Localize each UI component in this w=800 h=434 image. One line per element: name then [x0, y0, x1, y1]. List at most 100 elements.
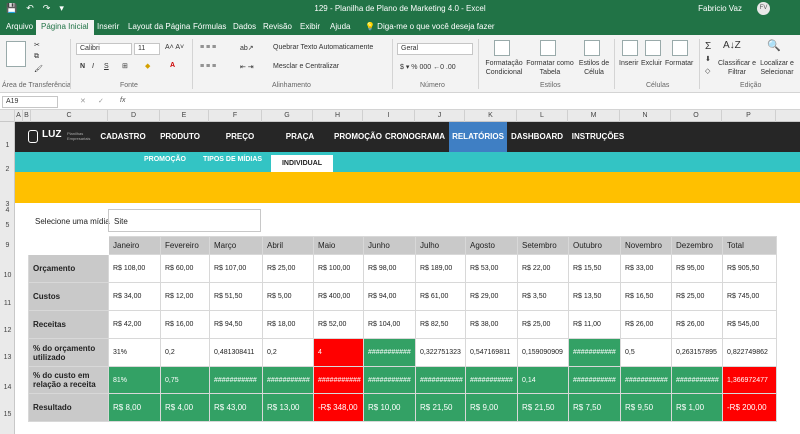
function-icon[interactable]: fx — [120, 97, 126, 104]
sort-filter-icon[interactable]: A↓Z — [723, 40, 741, 51]
total-header[interactable]: Total — [722, 236, 777, 255]
fill-color-icon[interactable]: ◆ — [145, 63, 151, 70]
row-label[interactable]: % do custo em relação a receita — [28, 366, 109, 394]
col-header-h[interactable]: H — [313, 110, 363, 122]
font-name-select[interactable]: Calibri — [76, 43, 132, 55]
enter-icon[interactable]: ✓ — [98, 98, 104, 105]
table-cell[interactable]: 0,822749862 — [722, 338, 777, 367]
col-header-a[interactable]: A — [15, 110, 23, 122]
nav-praca[interactable]: PRAÇA — [285, 132, 315, 141]
row-label[interactable]: Resultado — [28, 393, 109, 422]
tab-arquivo[interactable]: Arquivo — [6, 22, 34, 31]
row-header[interactable]: 1 — [5, 142, 10, 149]
table-cell[interactable]: R$ 34,00 — [108, 282, 161, 311]
table-cell[interactable]: 1,366972477 — [722, 366, 777, 394]
table-cell[interactable]: ########### — [620, 366, 672, 394]
table-cell[interactable]: 0,322751323 — [415, 338, 466, 367]
number-format-select[interactable]: Geral — [397, 43, 473, 55]
table-cell[interactable]: R$ 13,00 — [262, 393, 314, 422]
col-header-i[interactable]: I — [363, 110, 415, 122]
row-label[interactable]: Orçamento — [28, 254, 109, 283]
format-painter-icon[interactable]: 🖌 — [34, 66, 43, 73]
row-header[interactable]: 15 — [3, 411, 12, 418]
formula-input[interactable] — [140, 96, 796, 108]
table-cell[interactable]: 0,75 — [160, 366, 210, 394]
month-header[interactable]: Junho — [363, 236, 416, 255]
tab-layout[interactable]: Layout da Página — [128, 22, 191, 31]
table-cell[interactable]: R$ 61,00 — [415, 282, 466, 311]
nav-cadastro[interactable]: CADASTRO — [100, 132, 146, 141]
table-cell[interactable]: ########### — [568, 338, 621, 367]
table-cell[interactable]: R$ 60,00 — [160, 254, 210, 283]
col-header-k[interactable]: K — [465, 110, 517, 122]
format-cells-icon[interactable] — [672, 40, 688, 56]
row-label[interactable]: Custos — [28, 282, 109, 311]
name-box[interactable]: A19 — [2, 96, 58, 108]
col-header-c[interactable]: C — [31, 110, 108, 122]
month-header[interactable]: Novembro — [620, 236, 672, 255]
table-cell[interactable]: ########### — [262, 366, 314, 394]
row-header[interactable]: 3 — [5, 201, 10, 208]
tab-dados[interactable]: Dados — [233, 22, 257, 31]
row-header[interactable]: 10 — [3, 272, 12, 279]
table-cell[interactable]: R$ 9,50 — [620, 393, 672, 422]
month-header[interactable]: Abril — [262, 236, 314, 255]
table-cell[interactable]: R$ 98,00 — [363, 254, 416, 283]
table-cell[interactable]: R$ 905,50 — [722, 254, 777, 283]
clear-icon[interactable]: ◇ — [705, 68, 711, 75]
col-header-e[interactable]: E — [160, 110, 209, 122]
underline-button[interactable]: S — [104, 63, 109, 70]
media-selector-input[interactable]: Site — [108, 209, 261, 232]
table-cell[interactable]: 0,2 — [160, 338, 210, 367]
tell-me-search[interactable]: 💡 Diga-me o que você deseja fazer — [365, 22, 495, 31]
table-cell[interactable]: R$ 3,50 — [517, 282, 569, 311]
col-header-j[interactable]: J — [415, 110, 465, 122]
table-cell[interactable]: ########### — [363, 338, 416, 367]
table-cell[interactable]: 4 — [313, 338, 364, 367]
delete-cells-icon[interactable] — [645, 40, 661, 56]
row-header[interactable]: 2 — [5, 166, 10, 173]
tab-ajuda[interactable]: Ajuda — [330, 22, 351, 31]
grow-font-icon[interactable]: A˄ A˅ — [165, 44, 185, 51]
table-cell[interactable]: R$ 108,00 — [108, 254, 161, 283]
table-cell[interactable]: R$ 100,00 — [313, 254, 364, 283]
copy-icon[interactable]: ⧉ — [34, 53, 39, 60]
table-cell[interactable]: R$ 42,00 — [108, 310, 161, 339]
table-cell[interactable]: R$ 13,50 — [568, 282, 621, 311]
table-cell[interactable]: R$ 18,00 — [262, 310, 314, 339]
row-header[interactable]: 13 — [3, 354, 12, 361]
row-header[interactable]: 11 — [3, 300, 12, 307]
format-table-icon[interactable] — [540, 40, 556, 56]
table-cell[interactable]: 31% — [108, 338, 161, 367]
nav-produto[interactable]: PRODUTO — [160, 132, 200, 141]
user-name[interactable]: Fabricio Vaz — [698, 4, 742, 13]
subnav-individual[interactable]: INDIVIDUAL — [271, 155, 333, 172]
row-header[interactable]: 14 — [3, 384, 12, 391]
table-cell[interactable]: R$ 29,00 — [465, 282, 518, 311]
table-cell[interactable]: ########### — [465, 366, 518, 394]
table-cell[interactable]: -R$ 348,00 — [313, 393, 364, 422]
table-cell[interactable]: 0,263157895 — [671, 338, 723, 367]
month-header[interactable]: Julho — [415, 236, 466, 255]
find-select-button[interactable]: Localizar e Selecionar — [760, 60, 794, 76]
table-cell[interactable]: R$ 10,00 — [363, 393, 416, 422]
table-cell[interactable]: R$ 43,00 — [209, 393, 263, 422]
table-cell[interactable]: R$ 11,00 — [568, 310, 621, 339]
table-cell[interactable]: 0,2 — [262, 338, 314, 367]
tab-revisao[interactable]: Revisão — [263, 22, 292, 31]
month-header[interactable]: Fevereiro — [160, 236, 210, 255]
month-header[interactable]: Dezembro — [671, 236, 723, 255]
table-cell[interactable]: R$ 94,00 — [363, 282, 416, 311]
col-header-o[interactable]: O — [671, 110, 722, 122]
cut-icon[interactable]: ✂ — [34, 42, 40, 49]
month-header[interactable]: Março — [209, 236, 263, 255]
table-cell[interactable]: ########### — [671, 366, 723, 394]
table-cell[interactable]: 0,14 — [517, 366, 569, 394]
month-header[interactable]: Janeiro — [108, 236, 161, 255]
col-header-d[interactable]: D — [108, 110, 160, 122]
table-cell[interactable]: R$ 107,00 — [209, 254, 263, 283]
table-cell[interactable]: R$ 745,00 — [722, 282, 777, 311]
select-all-corner[interactable] — [0, 110, 15, 122]
table-cell[interactable]: 81% — [108, 366, 161, 394]
table-cell[interactable]: R$ 33,00 — [620, 254, 672, 283]
